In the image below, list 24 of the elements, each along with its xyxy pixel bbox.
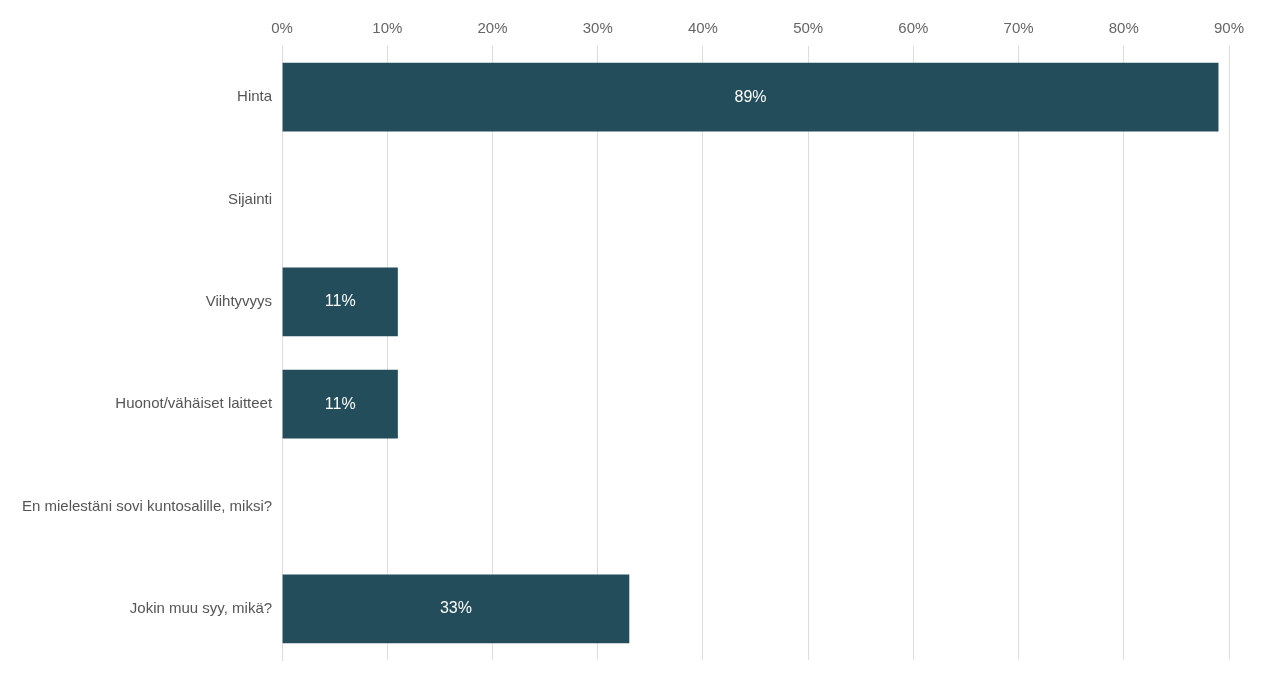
x-tick-label: 50%	[793, 19, 824, 37]
x-tick-label: 10%	[372, 19, 403, 37]
x-tick-label: 90%	[1213, 19, 1245, 37]
y-tick-label: Viihtyvyys	[205, 291, 273, 309]
y-tick-label: Jokin muu syy, mikä?	[129, 598, 273, 616]
data-label: 33%	[439, 599, 472, 617]
x-tick-label: 60%	[898, 19, 929, 37]
bar	[282, 267, 398, 337]
y-tick-label: Hinta	[237, 87, 273, 105]
data-label: 11%	[324, 394, 356, 412]
y-tick-label: En mielestäni sovi kuntosalille, miksi?	[21, 496, 273, 514]
x-tick-label: 40%	[687, 19, 718, 37]
data-label: 11%	[324, 292, 356, 310]
y-tick-label: Sijainti	[227, 189, 273, 207]
x-tick-label: 30%	[582, 19, 613, 37]
x-tick-label: 20%	[477, 19, 508, 37]
bar	[282, 62, 1219, 132]
data-label: 89%	[734, 87, 767, 105]
x-tick-label: 80%	[1108, 19, 1139, 37]
bar	[282, 574, 630, 644]
bar	[282, 369, 398, 439]
x-tick-label: 70%	[1003, 19, 1034, 37]
y-tick-label: Huonot/vähäiset laitteet	[115, 394, 273, 412]
x-tick-label: 0%	[271, 19, 293, 37]
